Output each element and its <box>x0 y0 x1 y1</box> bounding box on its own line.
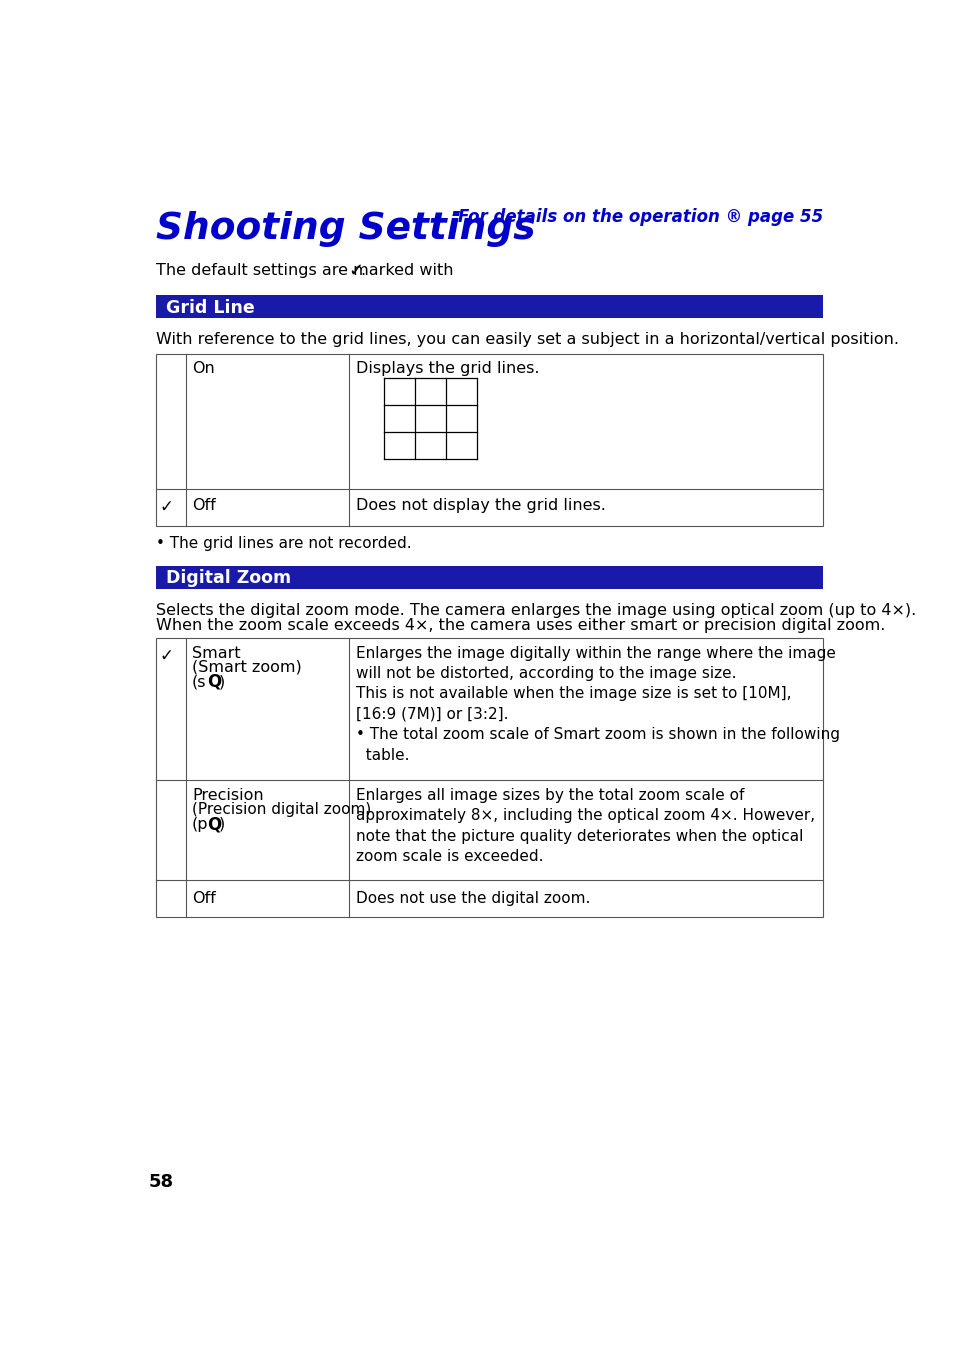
Text: Does not use the digital zoom.: Does not use the digital zoom. <box>356 892 590 906</box>
Text: Does not display the grid lines.: Does not display the grid lines. <box>356 498 606 513</box>
Text: Off: Off <box>192 892 215 906</box>
Text: Off: Off <box>192 498 215 513</box>
Text: Grid Line: Grid Line <box>166 299 254 318</box>
Text: Q: Q <box>208 816 222 833</box>
Text: Shooting Settings: Shooting Settings <box>156 210 536 247</box>
Text: ): ) <box>218 674 225 689</box>
Text: ✓: ✓ <box>348 262 363 280</box>
Text: (s: (s <box>192 674 207 689</box>
Text: (Precision digital zoom): (Precision digital zoom) <box>192 802 371 817</box>
Text: (Smart zoom): (Smart zoom) <box>192 660 301 674</box>
Text: Smart: Smart <box>192 646 240 661</box>
Text: Precision: Precision <box>192 788 263 803</box>
Text: For details on the operation ® page 55: For details on the operation ® page 55 <box>457 208 822 225</box>
Text: ✓: ✓ <box>159 498 173 516</box>
Text: Digital Zoom: Digital Zoom <box>166 570 291 588</box>
Bar <box>156 566 822 589</box>
Text: ): ) <box>218 817 225 832</box>
Text: (p: (p <box>192 817 209 832</box>
Text: Displays the grid lines.: Displays the grid lines. <box>356 361 539 376</box>
Text: Enlarges the image digitally within the range where the image
will not be distor: Enlarges the image digitally within the … <box>356 646 840 763</box>
Text: 58: 58 <box>149 1172 173 1191</box>
Text: With reference to the grid lines, you can easily set a subject in a horizontal/v: With reference to the grid lines, you ca… <box>156 332 899 347</box>
Bar <box>156 296 822 319</box>
Text: Q: Q <box>208 673 222 691</box>
Text: On: On <box>192 361 214 376</box>
Text: • The grid lines are not recorded.: • The grid lines are not recorded. <box>156 536 412 551</box>
Text: ✓: ✓ <box>159 647 173 665</box>
Bar <box>156 638 822 917</box>
Bar <box>156 354 822 525</box>
Text: Selects the digital zoom mode. The camera enlarges the image using optical zoom : Selects the digital zoom mode. The camer… <box>156 603 916 617</box>
Text: Enlarges all image sizes by the total zoom scale of
approximately 8×, including : Enlarges all image sizes by the total zo… <box>356 788 815 864</box>
Text: .: . <box>360 263 365 278</box>
Text: When the zoom scale exceeds 4×, the camera uses either smart or precision digita: When the zoom scale exceeds 4×, the came… <box>156 617 885 632</box>
Text: The default settings are marked with: The default settings are marked with <box>156 263 458 278</box>
